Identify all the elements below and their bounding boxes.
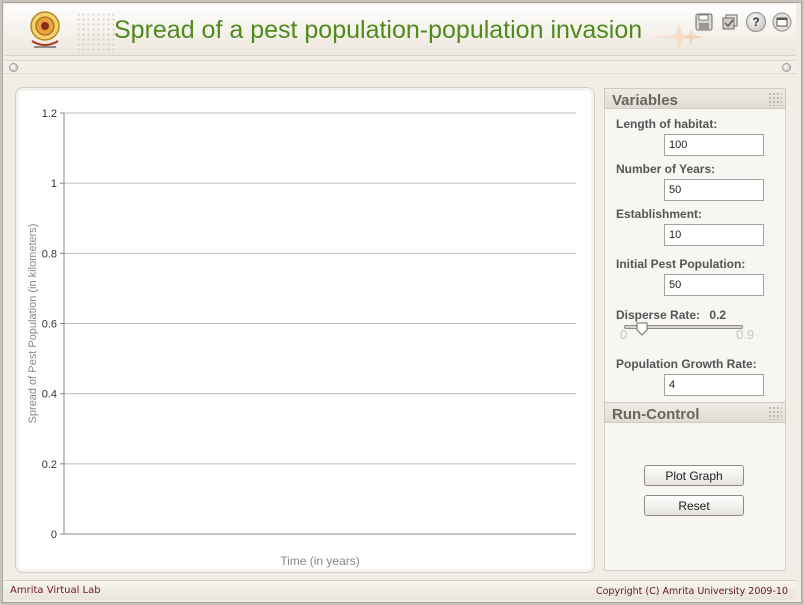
fullscreen-icon[interactable] [772,12,792,32]
reset-button[interactable]: Reset [644,495,744,516]
help-icon-glyph: ? [752,15,760,29]
variables-title: Variables [612,92,678,109]
number-of-years-input[interactable] [664,179,764,201]
y-tick-label: 0.6 [42,319,57,331]
population-growth-rate-input[interactable] [664,374,764,396]
separator-bar [4,60,796,74]
y-tick-label: 0.4 [42,389,57,401]
y-axis-label: Spread of Pest Population (in kilometers… [27,224,39,424]
chart-panel: 0 0.2 0.4 0.6 0.8 1 1.2 Time (in years) Spread o… [15,87,595,573]
y-tick-label: 1 [51,178,57,190]
plot-graph-button[interactable]: Plot Graph [644,465,744,486]
initial-pest-population-label: Initial Pest Population: [616,257,746,271]
header: Spread of a pest population-population i… [4,4,796,56]
disperse-rate-slider[interactable] [624,325,743,329]
establishment-label: Establishment: [616,207,703,221]
variables-header: Variables [604,88,786,109]
toolbar: ? [694,12,792,32]
run-control-title: Run-Control [612,406,700,423]
footer-brand: Amrita Virtual Lab [10,585,101,596]
help-icon[interactable]: ? [746,12,766,32]
right-rivet-icon [782,63,791,72]
amrita-logo [30,11,60,48]
population-growth-rate-label: Population Growth Rate: [616,357,757,371]
variables-panel [604,109,786,403]
y-tick-label: 1.2 [42,108,57,120]
y-tick-label: 0.8 [42,248,57,260]
length-of-habitat-label: Length of habitat: [616,117,718,131]
length-of-habitat-input[interactable] [664,134,764,156]
y-tick-label: 0.2 [42,459,57,471]
establishment-input[interactable] [664,224,764,246]
disperse-rate-max: 0.9 [736,327,755,342]
disperse-rate-value: 0.2 [709,308,727,322]
decorative-dots [76,12,116,54]
pest-spread-chart: 0 0.2 0.4 0.6 0.8 1 1.2 Time (in years) Spread o… [27,108,576,568]
disperse-rate-slider-thumb[interactable] [636,322,648,336]
header-grip-icon [768,92,782,106]
copy-icon[interactable] [720,12,740,32]
y-tick-label: 0 [51,529,57,541]
sparkle-decoration-icon [651,24,707,50]
number-of-years-label: Number of Years: [616,162,716,176]
footer-copyright: Copyright (C) Amrita University 2009-10 [595,586,788,597]
x-axis-label: Time (in years) [280,554,360,568]
page-title: Spread of a pest population-population i… [114,16,643,44]
save-icon[interactable] [694,12,714,32]
header-grip-icon [768,406,782,420]
disperse-rate-label-text: Disperse Rate: [616,308,701,322]
disperse-rate-label: Disperse Rate: 0.2 [616,308,726,322]
initial-pest-population-input[interactable] [664,274,764,296]
left-rivet-icon [9,63,18,72]
disperse-rate-min: 0 [620,327,628,342]
run-control-header: Run-Control [604,402,786,423]
footer: Amrita Virtual Lab Copyright (C) Amrita … [4,580,796,600]
